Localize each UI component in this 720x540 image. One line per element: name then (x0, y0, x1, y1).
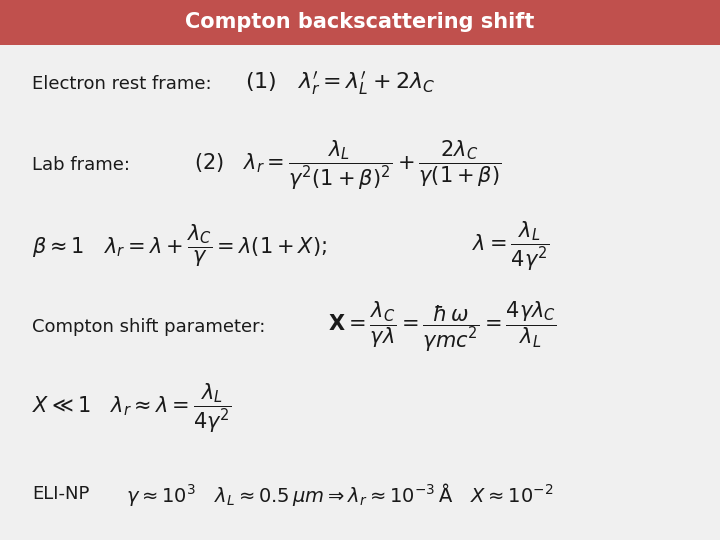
Text: $(1)\quad \lambda_r^{\prime} = \lambda_L^{\prime} + 2\lambda_C$: $(1)\quad \lambda_r^{\prime} = \lambda_L… (245, 70, 436, 97)
Text: $\mathbf{X} = \dfrac{\lambda_C}{\gamma\lambda} = \dfrac{\hbar\,\omega}{\gamma mc: $\mathbf{X} = \dfrac{\lambda_C}{\gamma\l… (328, 300, 557, 354)
Bar (0, 0, 720, 45)
Text: $\lambda = \dfrac{\lambda_L}{4\gamma^2}$: $\lambda = \dfrac{\lambda_L}{4\gamma^2}$ (472, 219, 549, 273)
Text: Lab frame:: Lab frame: (32, 156, 130, 174)
Text: $X \ll 1 \quad \lambda_r \approx \lambda = \dfrac{\lambda_L}{4\gamma^2}$: $X \ll 1 \quad \lambda_r \approx \lambda… (32, 381, 233, 435)
Text: $\gamma \approx 10^3 \quad \lambda_L \approx 0.5\,\mu m \Rightarrow \lambda_r \a: $\gamma \approx 10^3 \quad \lambda_L \ap… (126, 481, 554, 508)
Text: ELI-NP: ELI-NP (32, 485, 90, 503)
Text: $(2)\quad \lambda_r = \dfrac{\lambda_L}{\gamma^2(1+\beta)^2} + \dfrac{2\lambda_C: $(2)\quad \lambda_r = \dfrac{\lambda_L}{… (194, 138, 502, 192)
Text: Electron rest frame:: Electron rest frame: (32, 75, 212, 93)
Text: Compton shift parameter:: Compton shift parameter: (32, 318, 266, 336)
Text: $\beta \approx 1 \quad \lambda_r = \lambda + \dfrac{\lambda_C}{\gamma} = \lambda: $\beta \approx 1 \quad \lambda_r = \lamb… (32, 222, 328, 269)
Text: Compton backscattering shift: Compton backscattering shift (185, 12, 535, 32)
